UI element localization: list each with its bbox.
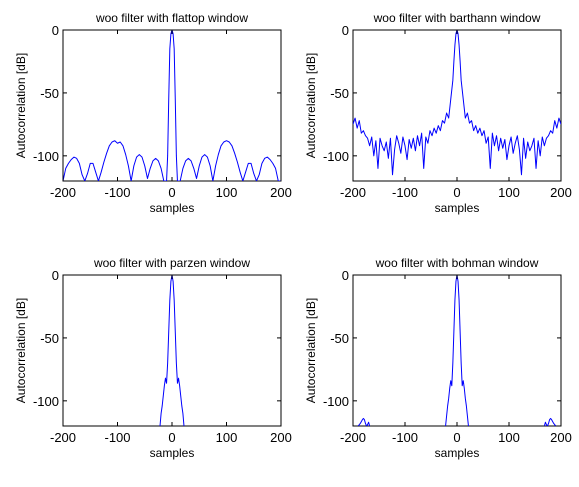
- x-tick-label: 100: [216, 430, 238, 445]
- x-tick-label: -200: [340, 185, 366, 200]
- x-axis-label: samples: [150, 446, 195, 460]
- chart-title: woo filter with bohman window: [375, 256, 539, 270]
- x-tick-label: -100: [104, 430, 130, 445]
- series-line-2: [445, 275, 469, 426]
- chart-title: woo filter with flattop window: [95, 11, 248, 25]
- y-tick-label: 0: [52, 23, 59, 38]
- x-tick-label: -100: [104, 185, 130, 200]
- x-tick-label: 0: [453, 185, 460, 200]
- x-tick-label: 0: [168, 185, 175, 200]
- chart-title: woo filter with parzen window: [93, 256, 250, 270]
- y-tick-label: 0: [52, 268, 59, 283]
- y-tick-label: -50: [40, 86, 59, 101]
- subplot-1: -200 -100 0 100 200 0 -50 -100 woo filter with f…: [14, 11, 292, 215]
- x-tick-label: 0: [453, 430, 460, 445]
- x-axis-label: samples: [435, 201, 480, 215]
- series-line-1: [63, 30, 281, 181]
- y-tick-label: 0: [342, 268, 349, 283]
- y-tick-label: -100: [323, 149, 349, 164]
- y-axis-label: Autocorrelation [dB]: [304, 298, 318, 403]
- y-tick-label: 0: [342, 23, 349, 38]
- subplot-4: -200 -100 0 100 200 0 -50 -100 woo filter with b…: [304, 256, 572, 460]
- x-tick-label: -200: [340, 430, 366, 445]
- x-tick-label: 0: [168, 430, 175, 445]
- axes-box: [62, 274, 282, 427]
- x-tick-label: 200: [550, 430, 572, 445]
- axes-box: [62, 29, 282, 182]
- y-tick-label: -50: [330, 86, 349, 101]
- axes-box: [352, 29, 562, 182]
- axes-box: [352, 274, 562, 427]
- series-line-1: [357, 417, 371, 426]
- x-axis-label: samples: [435, 446, 480, 460]
- series-line-1: [353, 30, 561, 176]
- y-axis-label: Autocorrelation [dB]: [14, 53, 28, 158]
- y-tick-label: -50: [330, 331, 349, 346]
- x-tick-label: 200: [270, 185, 292, 200]
- y-tick-label: -100: [33, 394, 59, 409]
- subplot-2: -200 -100 0 100 200 0 -50 -100 woo filter with b…: [304, 11, 572, 215]
- subplot-3: -200 -100 0 100 200 0 -50 -100 woo filter with p…: [14, 256, 292, 460]
- x-tick-label: 100: [498, 185, 520, 200]
- x-tick-label: -200: [50, 430, 76, 445]
- x-tick-label: 100: [498, 430, 520, 445]
- y-axis-label: Autocorrelation [dB]: [14, 298, 28, 403]
- x-tick-label: -100: [392, 185, 418, 200]
- x-tick-label: 200: [550, 185, 572, 200]
- chart-title: woo filter with barthann window: [373, 11, 541, 25]
- x-tick-label: 100: [216, 185, 238, 200]
- x-axis-label: samples: [150, 201, 195, 215]
- x-tick-label: -100: [392, 430, 418, 445]
- y-tick-label: -100: [323, 394, 349, 409]
- x-tick-label: 200: [270, 430, 292, 445]
- y-axis-label: Autocorrelation [dB]: [304, 53, 318, 158]
- y-tick-label: -100: [33, 149, 59, 164]
- series-line-3: [543, 417, 557, 426]
- y-tick-label: -50: [40, 331, 59, 346]
- series-line-1: [159, 275, 185, 426]
- x-tick-label: -200: [50, 185, 76, 200]
